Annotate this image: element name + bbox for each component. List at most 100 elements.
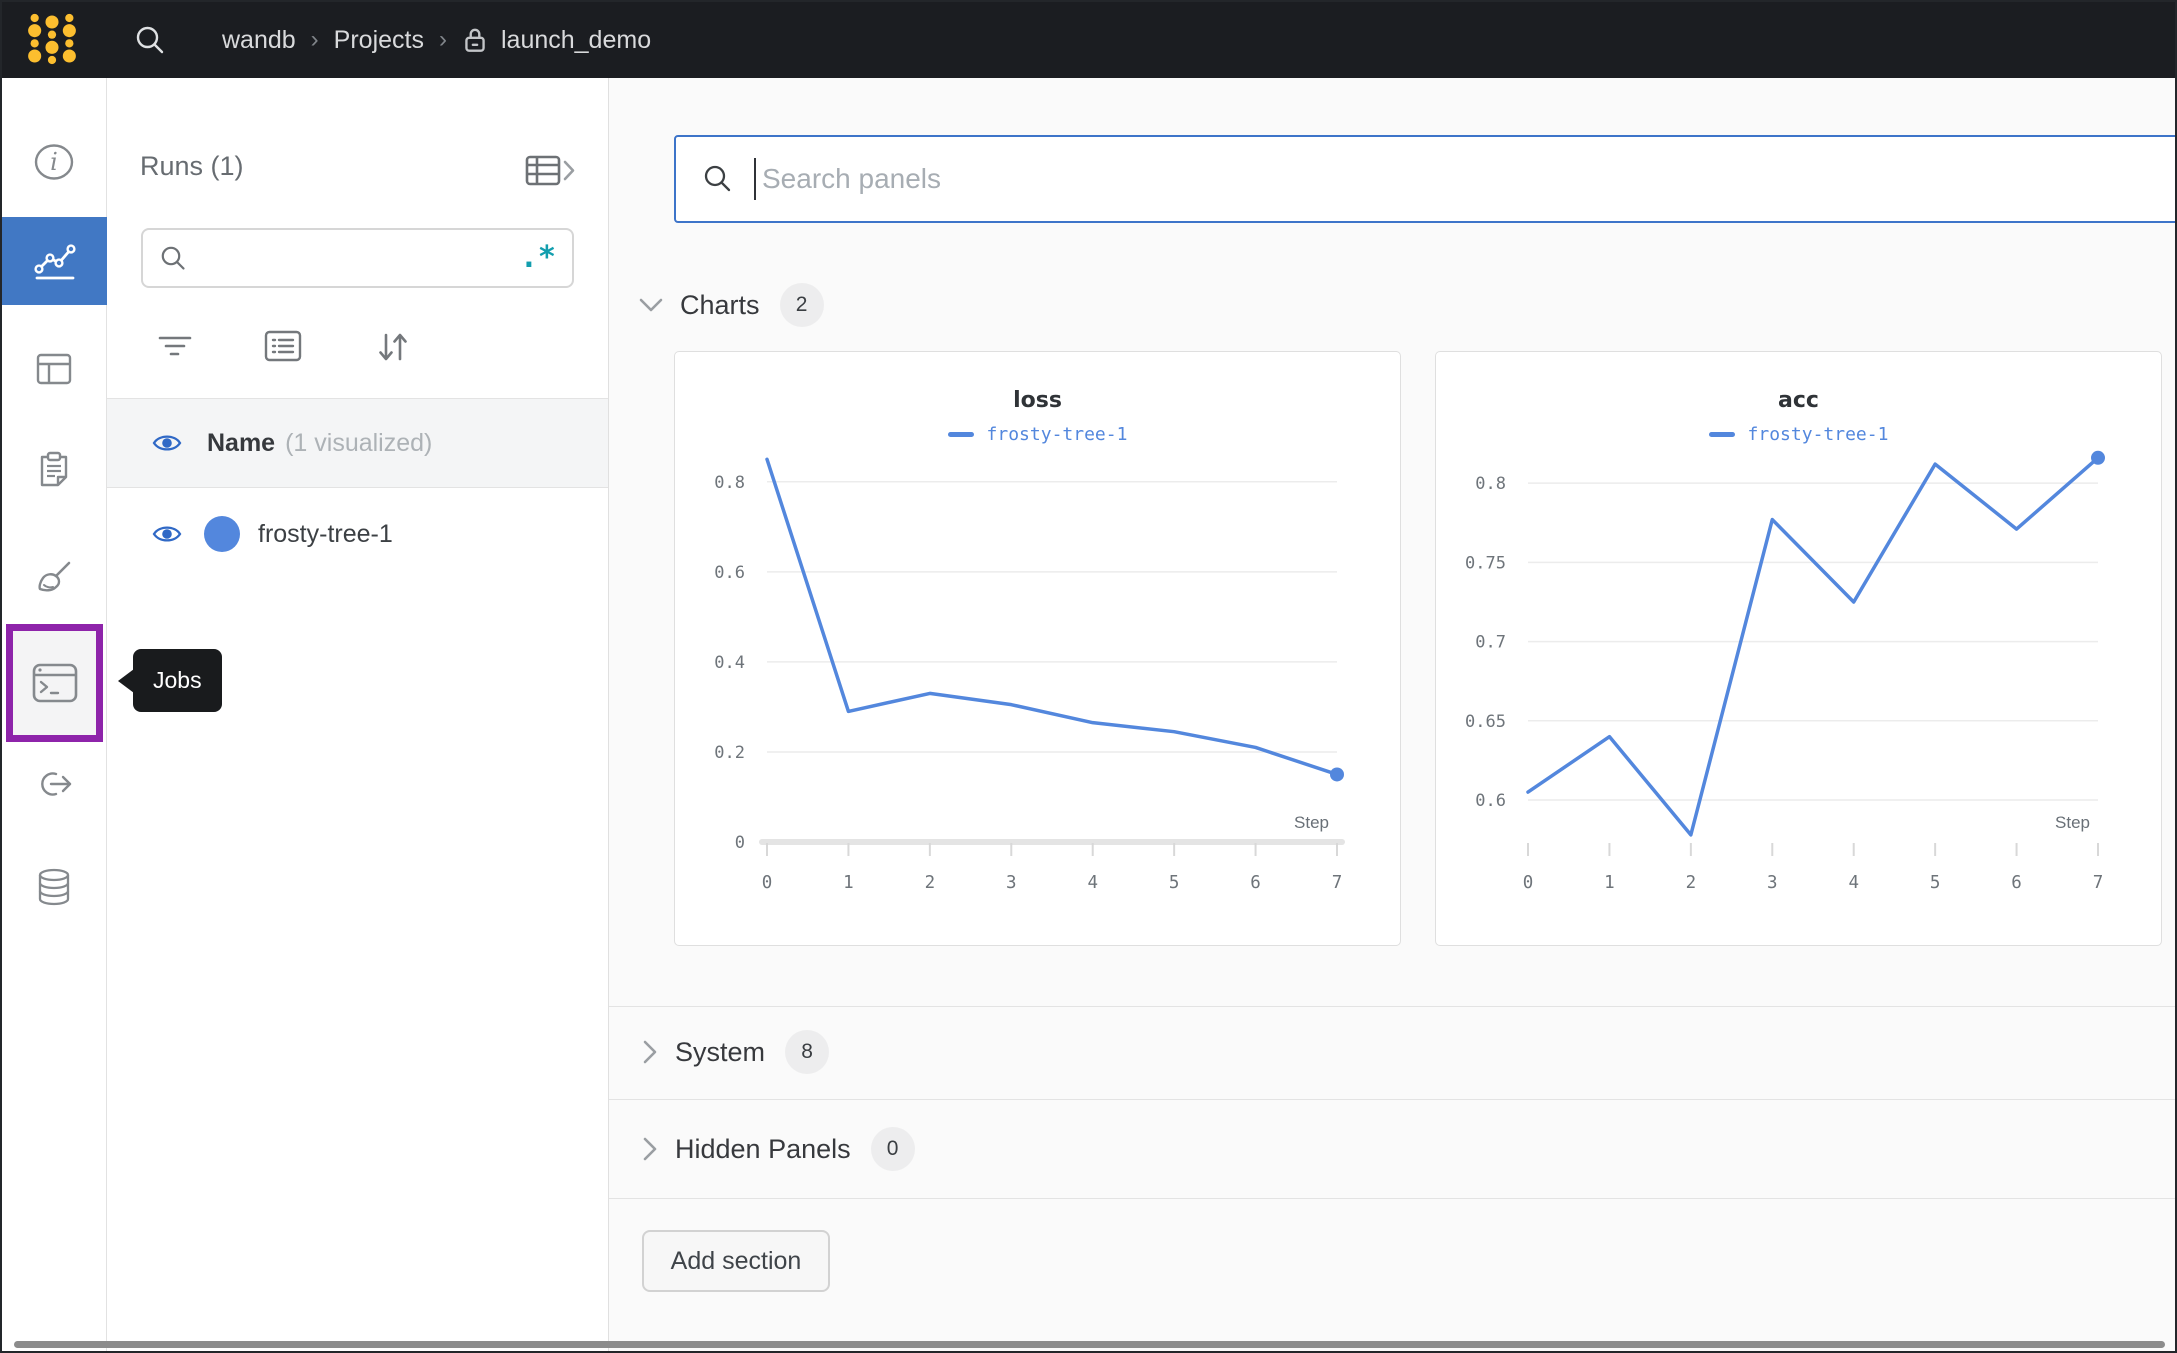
icon-rail: i xyxy=(2,78,107,1351)
svg-text:0.6: 0.6 xyxy=(714,563,745,583)
runs-panel: Runs (1) .* xyxy=(107,78,609,1351)
svg-text:0.4: 0.4 xyxy=(714,653,745,673)
nav-table-icon[interactable] xyxy=(31,346,77,392)
runs-search-input[interactable] xyxy=(199,244,520,272)
svg-text:0.6: 0.6 xyxy=(1475,791,1506,811)
line-chart-icon xyxy=(33,244,76,280)
runs-panel-title: Runs (1) xyxy=(140,151,244,181)
wandb-logo[interactable] xyxy=(28,11,76,69)
divider xyxy=(609,1099,2175,1100)
add-section-button[interactable]: Add section xyxy=(642,1230,830,1292)
sort-icon[interactable] xyxy=(375,328,411,366)
legend-dash xyxy=(1708,431,1735,437)
nav-workspace-charts[interactable] xyxy=(2,217,107,305)
section-header-system[interactable]: System 8 xyxy=(641,1030,830,1074)
chart-title: acc xyxy=(1778,388,1819,413)
section-label: Hidden Panels xyxy=(675,1133,851,1164)
nav-logs-clipboard-icon[interactable] xyxy=(31,448,77,494)
svg-text:Step: Step xyxy=(2055,813,2090,832)
chevron-down-icon xyxy=(639,298,663,312)
horizontal-scrollbar[interactable] xyxy=(14,1341,2165,1348)
divider xyxy=(107,398,608,399)
svg-text:7: 7 xyxy=(1332,873,1343,893)
svg-text:7: 7 xyxy=(2093,873,2104,893)
acc-plot: 0.6 0.65 0.7 0.75 0.8 0 1 2 3 4 5 6 7 Step xyxy=(1465,450,2105,893)
runs-column-name: Name xyxy=(207,428,276,457)
section-count-badge: 8 xyxy=(785,1030,830,1074)
svg-text:0.8: 0.8 xyxy=(714,473,745,493)
section-header-hidden-panels[interactable]: Hidden Panels 0 xyxy=(641,1127,915,1171)
svg-text:5: 5 xyxy=(1169,873,1180,893)
workspace-main: Charts 2 loss frosty-tree-1 0 0.2 0.4 0.6 0.… xyxy=(609,78,2175,1351)
topbar: wandb › Projects › launch_demo xyxy=(2,2,2175,78)
chart-legend: frosty-tree-1 xyxy=(675,421,1400,447)
section-count-badge: 0 xyxy=(870,1127,915,1171)
svg-text:6: 6 xyxy=(1250,873,1261,893)
legend-run-label: frosty-tree-1 xyxy=(986,423,1128,445)
overview-info-icon[interactable]: i xyxy=(31,139,77,185)
nav-jobs[interactable] xyxy=(6,624,103,742)
svg-text:0: 0 xyxy=(1523,873,1534,893)
visibility-eye-icon[interactable] xyxy=(152,522,182,546)
charts-section-panels: loss frosty-tree-1 0 0.2 0.4 0.6 0.8 0 1 2 3 4 5 6 7… xyxy=(609,351,2175,946)
svg-text:0.8: 0.8 xyxy=(1475,474,1506,494)
regex-toggle[interactable]: .* xyxy=(519,240,556,275)
nav-launch-link-icon[interactable] xyxy=(31,761,77,807)
global-search-icon[interactable] xyxy=(134,24,166,56)
legend-run-label: frosty-tree-1 xyxy=(1747,423,1889,445)
breadcrumb-separator: › xyxy=(310,26,319,53)
breadcrumb-separator: › xyxy=(438,26,447,53)
svg-text:0: 0 xyxy=(762,873,773,893)
divider xyxy=(609,1198,2175,1199)
jobs-tooltip: Jobs xyxy=(133,649,222,712)
text-cursor xyxy=(754,158,756,200)
runs-toolbar xyxy=(107,326,608,376)
svg-text:3: 3 xyxy=(1006,873,1017,893)
svg-text:4: 4 xyxy=(1848,873,1859,893)
svg-text:2: 2 xyxy=(1686,873,1697,893)
svg-text:i: i xyxy=(50,148,58,176)
loss-plot: 0 0.2 0.4 0.6 0.8 0 1 2 3 4 5 6 7 Step xyxy=(714,457,1345,893)
visibility-eye-icon[interactable] xyxy=(152,431,182,455)
svg-text:2: 2 xyxy=(925,873,936,893)
section-count-badge: 2 xyxy=(779,283,824,327)
panel-search-box xyxy=(674,135,2175,223)
run-color-dot[interactable] xyxy=(204,516,240,552)
svg-text:0.7: 0.7 xyxy=(1475,633,1506,653)
run-row[interactable]: frosty-tree-1 xyxy=(107,489,608,579)
lock-icon xyxy=(465,28,485,52)
section-header-charts[interactable]: Charts 2 xyxy=(638,281,824,329)
svg-text:0.75: 0.75 xyxy=(1465,553,1506,573)
section-label: System xyxy=(675,1036,766,1067)
panel-search-input[interactable] xyxy=(762,163,2175,195)
group-list-icon[interactable] xyxy=(264,330,302,362)
filter-icon[interactable] xyxy=(157,332,193,362)
nav-artifacts-database-icon[interactable] xyxy=(31,865,77,911)
svg-text:4: 4 xyxy=(1087,873,1098,893)
breadcrumb-project[interactable]: launch_demo xyxy=(500,25,652,54)
svg-text:5: 5 xyxy=(1930,873,1941,893)
expand-runs-table-button[interactable] xyxy=(524,152,576,190)
svg-text:6: 6 xyxy=(2011,873,2022,893)
svg-text:1: 1 xyxy=(1604,873,1615,893)
breadcrumb-org[interactable]: wandb xyxy=(222,25,296,54)
search-icon xyxy=(704,165,731,192)
chart-title: loss xyxy=(1013,388,1062,413)
legend-dash xyxy=(947,431,974,437)
chevron-right-icon xyxy=(643,1040,657,1064)
runs-header-row: Name (1 visualized) xyxy=(107,399,608,488)
runs-visualized-count: (1 visualized) xyxy=(285,428,433,457)
breadcrumb: wandb › Projects › launch_demo xyxy=(222,25,651,55)
chevron-right-icon xyxy=(643,1137,657,1161)
breadcrumb-projects[interactable]: Projects xyxy=(333,25,424,54)
panel-loss-chart[interactable]: loss frosty-tree-1 0 0.2 0.4 0.6 0.8 0 1 2 3 4 5 6 7… xyxy=(674,351,1401,946)
svg-text:3: 3 xyxy=(1767,873,1778,893)
run-name[interactable]: frosty-tree-1 xyxy=(258,519,393,548)
chart-legend: frosty-tree-1 xyxy=(1436,421,2161,447)
panel-acc-chart[interactable]: acc frosty-tree-1 0.6 0.65 0.7 0.75 0.8 0 1 2 3 4… xyxy=(1435,351,2162,946)
nav-sweeps-broom-icon[interactable] xyxy=(31,555,77,601)
svg-text:0.2: 0.2 xyxy=(714,743,745,763)
svg-text:0: 0 xyxy=(735,833,745,853)
runs-search-box: .* xyxy=(141,228,574,288)
